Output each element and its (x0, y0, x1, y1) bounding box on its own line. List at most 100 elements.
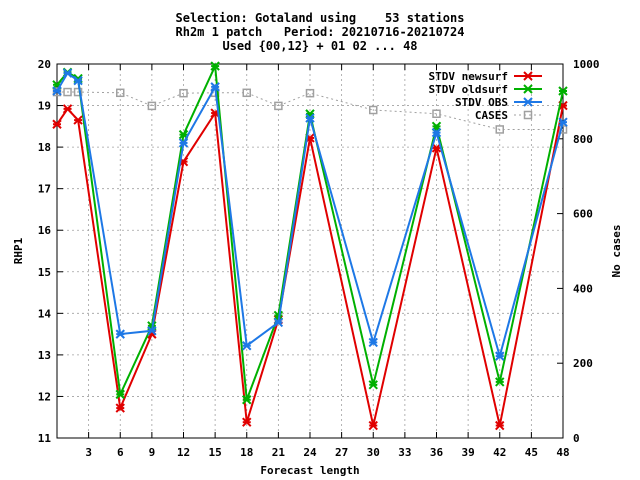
data-point (73, 87, 83, 97)
data-point (305, 88, 315, 98)
y2-tick-label: 600 (573, 208, 593, 221)
legend-item: STDV newsurf (429, 70, 542, 83)
legend-label: STDV OBS (455, 96, 508, 109)
data-point (368, 420, 378, 431)
chart-title-line-2: Rh2m 1 patch Period: 20210716-20210724 (175, 25, 465, 39)
legend-marker (523, 97, 533, 107)
series-cases (52, 87, 568, 134)
y2-tick-label: 200 (573, 357, 593, 370)
legend-item: STDV oldsurf (429, 83, 542, 96)
y-tick-label: 12 (38, 390, 51, 403)
chart-title-line-1: Selection: Gotaland using 53 stations (175, 11, 465, 25)
data-point (368, 337, 378, 348)
data-point (273, 310, 284, 321)
x-tick-label: 30 (367, 446, 380, 459)
data-point (242, 417, 252, 427)
x-tick-label: 18 (240, 446, 253, 459)
chart-title-line-3: Used {00,12} + 01 02 ... 48 (222, 39, 418, 53)
data-point (210, 82, 220, 92)
y2-tick-label: 1000 (573, 58, 600, 71)
y2-tick-label: 400 (573, 282, 593, 295)
data-point (210, 61, 220, 71)
x-tick-label: 42 (493, 446, 506, 459)
data-point (242, 88, 251, 98)
data-point (558, 117, 568, 127)
data-point (273, 317, 284, 328)
y2-tick-label: 800 (573, 133, 593, 146)
x-tick-label: 15 (209, 446, 222, 459)
y-tick-label: 17 (38, 183, 51, 196)
legend-label: STDV newsurf (429, 70, 508, 83)
x-tick-label: 39 (462, 446, 475, 459)
y-tick-label: 16 (38, 224, 52, 237)
data-point (116, 88, 125, 98)
data-point (52, 119, 62, 129)
series-line (56, 105, 564, 426)
data-point (495, 377, 505, 387)
data-point (368, 380, 378, 390)
data-point (495, 125, 504, 134)
y-tick-label: 20 (38, 58, 51, 71)
data-point (305, 113, 315, 123)
data-point (63, 87, 72, 97)
y2-tick-label: 0 (573, 432, 580, 445)
data-point (115, 329, 125, 339)
data-point (73, 115, 83, 125)
legend-item: CASES (475, 109, 542, 122)
data-point (242, 395, 252, 405)
x-tick-label: 36 (430, 446, 444, 459)
x-axis-label: Forecast length (260, 464, 359, 477)
legend-label: STDV oldsurf (429, 83, 508, 96)
data-point (431, 127, 442, 138)
y-tick-label: 14 (38, 307, 52, 320)
data-point (52, 87, 62, 97)
data-point (73, 75, 83, 86)
series-stdv-obs (52, 68, 568, 361)
legend-marker (523, 110, 533, 120)
data-point (62, 68, 73, 78)
data-point (558, 86, 568, 96)
data-point (495, 351, 505, 361)
x-tick-label: 9 (149, 446, 156, 459)
data-point (147, 101, 157, 111)
data-point (52, 86, 62, 96)
data-point (432, 109, 441, 118)
x-tick-label: 27 (335, 446, 348, 459)
series-group (52, 61, 568, 431)
data-point (147, 326, 157, 336)
series-line (56, 71, 564, 360)
y2-axis-label: No cases (610, 225, 623, 278)
y-tick-label: 15 (38, 266, 51, 279)
data-point (178, 138, 189, 148)
x-tick-label: 6 (117, 446, 124, 459)
x-tick-label: 12 (177, 446, 190, 459)
legend-marker (523, 71, 533, 81)
y-axis-label: RHP1 (12, 237, 25, 264)
x-tick-label: 45 (525, 446, 538, 459)
data-point (115, 389, 125, 400)
series-line (57, 91, 563, 130)
y-tick-label: 13 (38, 349, 51, 362)
data-point (495, 420, 505, 431)
series-stdv-newsurf (52, 100, 568, 431)
y-tick-label: 19 (38, 100, 51, 113)
y-tick-label: 11 (38, 432, 52, 445)
x-tick-label: 48 (556, 446, 569, 459)
x-tick-label: 3 (85, 446, 92, 459)
data-point (369, 105, 378, 115)
legend-item: STDV OBS (455, 96, 542, 109)
data-point (62, 104, 73, 114)
y-tick-label: 18 (38, 141, 51, 154)
x-tick-label: 24 (303, 446, 317, 459)
data-point (179, 88, 188, 98)
x-tick-label: 21 (272, 446, 286, 459)
data-point (115, 403, 125, 413)
grid-lines (57, 64, 563, 438)
data-point (242, 341, 252, 351)
data-point (274, 101, 283, 111)
legend-label: CASES (475, 109, 508, 122)
legend-marker (523, 84, 533, 94)
